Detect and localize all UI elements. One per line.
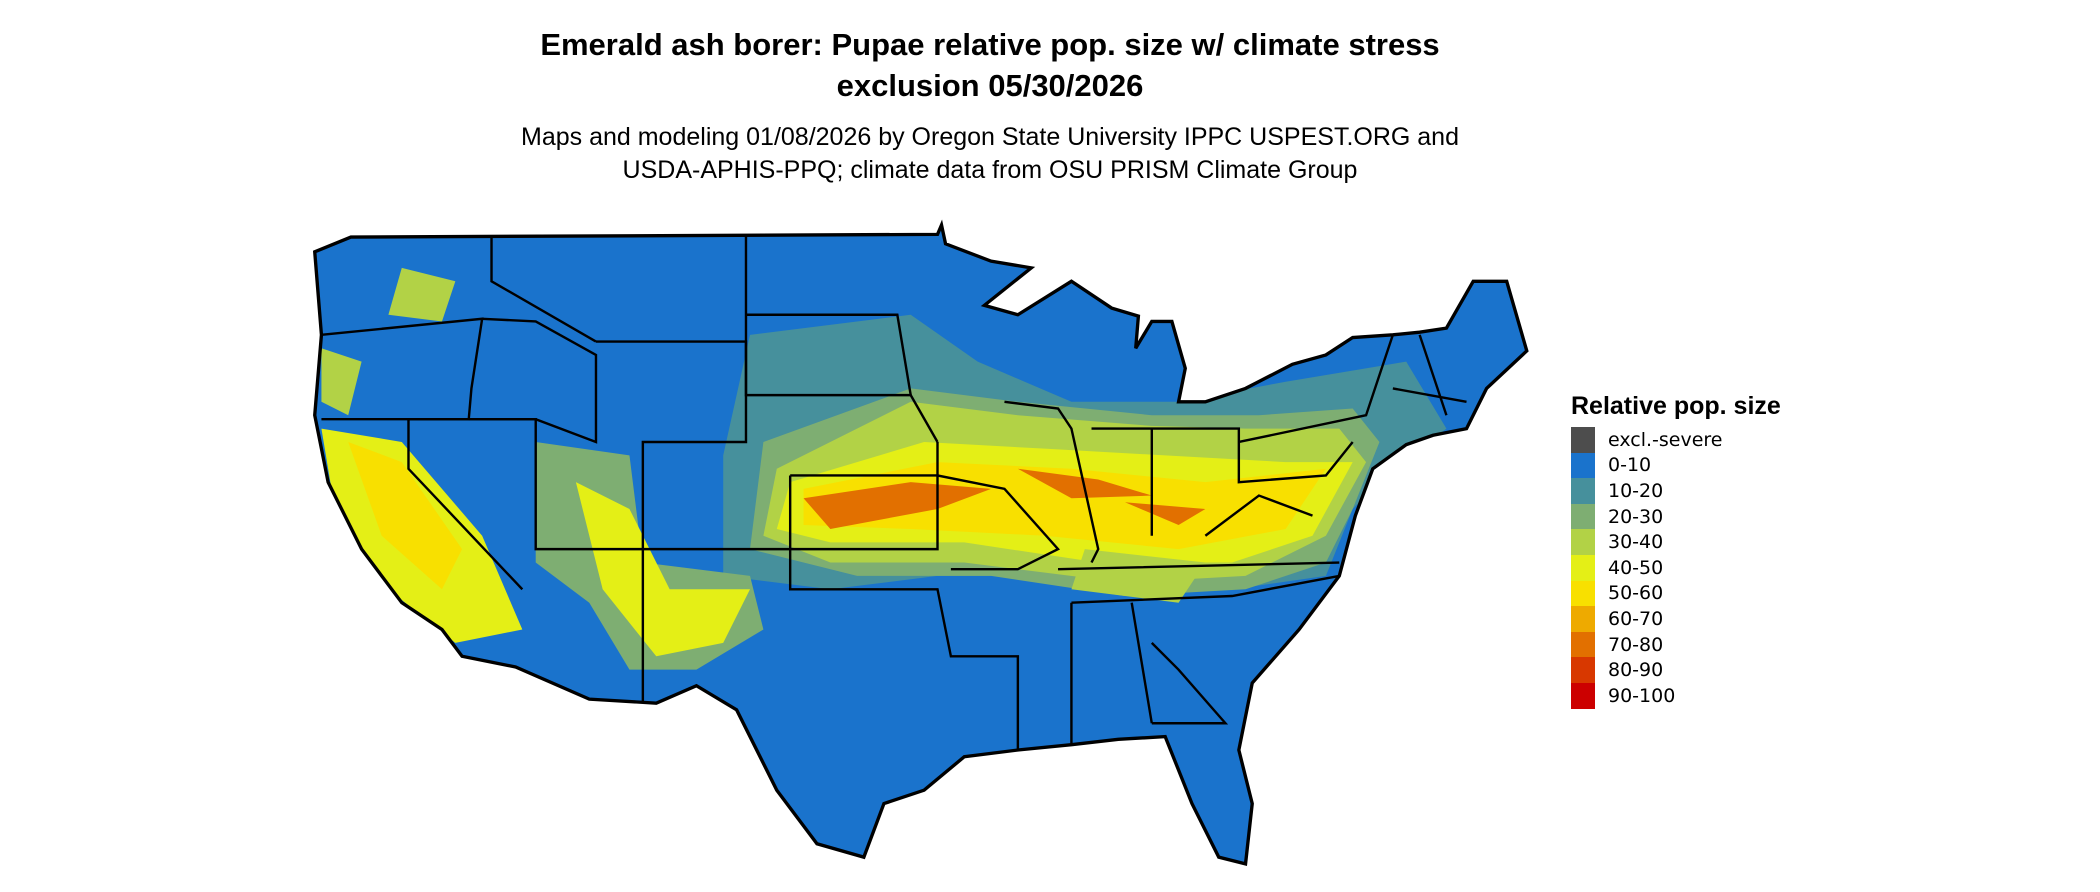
legend-label: excl.-severe (1608, 428, 1723, 451)
legend-label: 80-90 (1608, 659, 1664, 682)
legend-item: 20-30 (1571, 503, 1781, 530)
legend-label: 30-40 (1608, 531, 1664, 554)
region-50-60 (803, 462, 1326, 550)
legend-label: 20-30 (1608, 505, 1664, 528)
map-subtitle-line2: USDA-APHIS-PPQ; climate data from OSU PR… (622, 156, 1358, 184)
legend-item: 40-50 (1571, 554, 1781, 581)
legend-label: 40-50 (1608, 556, 1664, 579)
legend-swatch (1571, 554, 1595, 581)
legend-item: 30-40 (1571, 529, 1781, 555)
legend-swatch (1571, 529, 1595, 555)
state-borders (321, 234, 1467, 751)
legend-item: 50-60 (1571, 580, 1781, 607)
legend-swatch (1571, 631, 1595, 658)
legend-item: 10-20 (1571, 478, 1781, 504)
legend-label: 60-70 (1608, 607, 1664, 630)
legend-label: 0-10 (1608, 454, 1652, 477)
region-70-80 (803, 468, 1206, 530)
legend-item: 80-90 (1571, 657, 1781, 683)
legend-item: 0-10 (1571, 452, 1781, 479)
region-southwest-core (575, 482, 750, 657)
legend-item: excl.-severe (1571, 427, 1781, 453)
map-title-line2: exclusion 05/30/2026 (836, 68, 1144, 103)
map-subtitle-line1: Maps and modeling 01/08/2026 by Oregon S… (521, 123, 1459, 151)
legend-item: 90-100 (1571, 682, 1781, 709)
region-california-core (348, 441, 463, 590)
legend-item: 70-80 (1571, 631, 1781, 658)
legend-swatch (1571, 657, 1595, 683)
legend-swatch (1571, 478, 1595, 504)
legend-swatch (1571, 606, 1595, 632)
legend-label: 70-80 (1608, 633, 1664, 656)
legend-swatch (1571, 682, 1595, 709)
legend-label: 90-100 (1608, 684, 1676, 707)
legend-swatch (1571, 503, 1595, 530)
legend-item: 60-70 (1571, 606, 1781, 632)
legend-swatch (1571, 452, 1595, 479)
legend-label: 10-20 (1608, 479, 1664, 502)
legend-swatch (1571, 580, 1595, 607)
region-northwest (321, 267, 456, 416)
map-title-line1: Emerald ash borer: Pupae relative pop. s… (540, 27, 1440, 62)
region-tennessee (1071, 549, 1206, 603)
legend-title: Relative pop. size (1571, 392, 1781, 420)
legend-label: 50-60 (1608, 582, 1664, 605)
legend-swatch (1571, 427, 1595, 453)
legend: Relative pop. size excl.-severe 0-10 10-20… (1571, 392, 1781, 709)
